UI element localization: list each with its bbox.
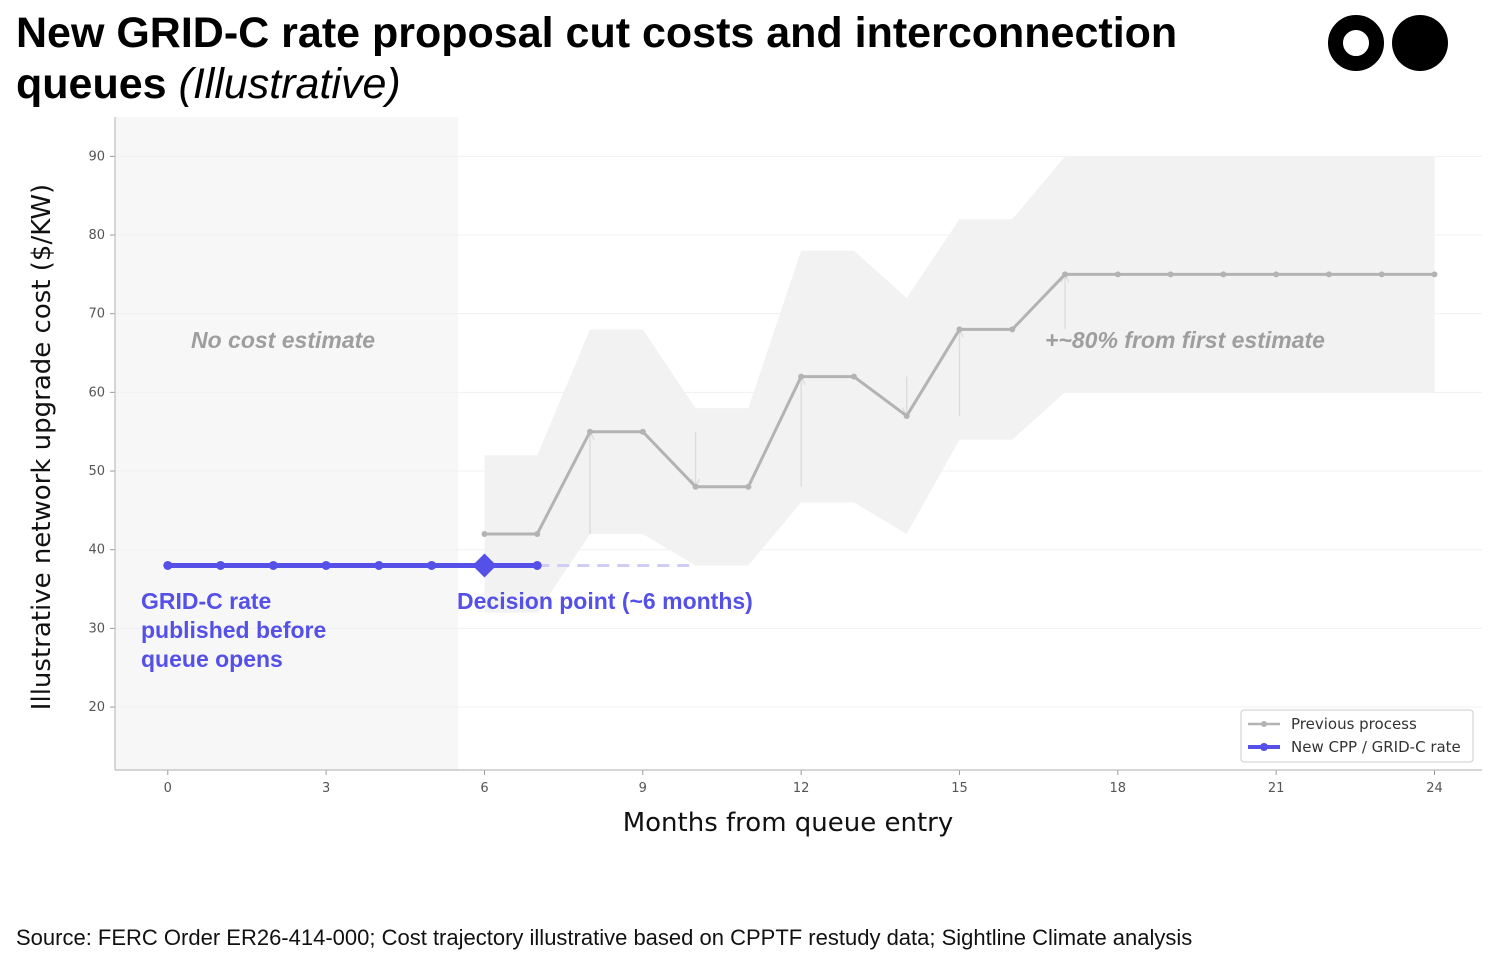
x-axis-label: Months from queue entry (623, 808, 954, 838)
chart-background-layer (115, 117, 459, 770)
x-tick-label: 9 (639, 781, 647, 796)
chart-title-qualifier: (Illustrative) (178, 60, 401, 108)
y-tick-label: 60 (88, 385, 105, 400)
previous-process-point (1378, 271, 1385, 278)
previous-process-point (481, 530, 488, 537)
grid-c-point (216, 560, 226, 570)
x-tick-label: 21 (1268, 781, 1285, 796)
source-note: Source: FERC Order ER26-414-000; Cost tr… (16, 925, 1193, 950)
grid-c-annotation-line-3: queue opens (141, 646, 283, 672)
line-chart: 20 30 40 50 60 70 80 90 0 3 6 9 12 15 18 21 24 No cost e… (27, 117, 1482, 838)
grid-c-annotation-line-1: GRID-C rate (141, 588, 271, 614)
series-layer (163, 271, 1438, 578)
no-estimate-annotation: No cost estimate (191, 327, 375, 353)
previous-process-point (1009, 326, 1016, 333)
y-tick-label: 90 (88, 149, 105, 164)
chart-title-main: New GRID-C rate proposal cut costs and i… (16, 9, 1178, 108)
previous-process-point (850, 373, 857, 380)
previous-process-point (956, 326, 963, 333)
previous-process-point (534, 530, 541, 537)
y-axis-label: Illustrative network upgrade cost ($/KW) (27, 184, 57, 710)
y-tick-label: 50 (88, 464, 105, 479)
previous-process-point (745, 483, 752, 490)
x-tick-label: 3 (322, 781, 330, 796)
grid-c-point (374, 560, 384, 570)
legend-grid-c-marker (1260, 743, 1268, 751)
grid-c-point (532, 560, 542, 570)
previous-process-point (1062, 271, 1069, 278)
previous-process-point (1273, 271, 1280, 278)
previous-process-point (1220, 271, 1227, 278)
no-estimate-region (115, 117, 459, 770)
previous-process-point (903, 412, 910, 419)
y-tick-label: 20 (88, 700, 105, 715)
legend: Previous process New CPP / GRID-C rate (1240, 709, 1474, 763)
y-tick-label: 30 (88, 621, 105, 636)
y-tick-label: 40 (88, 543, 105, 558)
legend-frame (1240, 709, 1474, 763)
y-tick-label: 80 (88, 228, 105, 243)
axes: 20 30 40 50 60 70 80 90 0 3 6 9 12 15 18 21 24 (88, 117, 1482, 796)
x-tick-label: 12 (793, 781, 810, 796)
x-tick-label: 18 (1110, 781, 1127, 796)
decision-point-marker (472, 553, 497, 578)
legend-grid-c-label: New CPP / GRID-C rate (1291, 738, 1461, 756)
grid-c-point (268, 560, 278, 570)
logo-dot-icon (1392, 15, 1448, 71)
previous-process-point (587, 428, 594, 435)
x-tick-label: 24 (1426, 781, 1443, 796)
legend-previous-marker (1261, 721, 1267, 727)
y-tick-label: 70 (88, 307, 105, 322)
previous-process-point (1167, 271, 1174, 278)
legend-previous-label: Previous process (1291, 715, 1417, 733)
previous-process-point (798, 373, 805, 380)
previous-process-point (692, 483, 699, 490)
grid-c-point (321, 560, 331, 570)
x-tick-label: 0 (164, 781, 172, 796)
x-tick-label: 15 (951, 781, 968, 796)
increase-annotation: +~80% from first estimate (1045, 327, 1325, 353)
chart-title: New GRID-C rate proposal cut costs and i… (16, 8, 1266, 110)
previous-process-point (1325, 271, 1332, 278)
grid-c-annotation-line-2: published before (141, 617, 326, 643)
brand-logo (1328, 15, 1448, 71)
previous-process-point (1114, 271, 1121, 278)
x-tick-label: 6 (480, 781, 488, 796)
previous-process-point (1431, 271, 1438, 278)
previous-process-point (639, 428, 646, 435)
grid-c-point (163, 560, 173, 570)
grid-c-point (427, 560, 437, 570)
decision-point-annotation: Decision point (~6 months) (457, 588, 753, 614)
logo-ring-icon (1328, 15, 1384, 71)
